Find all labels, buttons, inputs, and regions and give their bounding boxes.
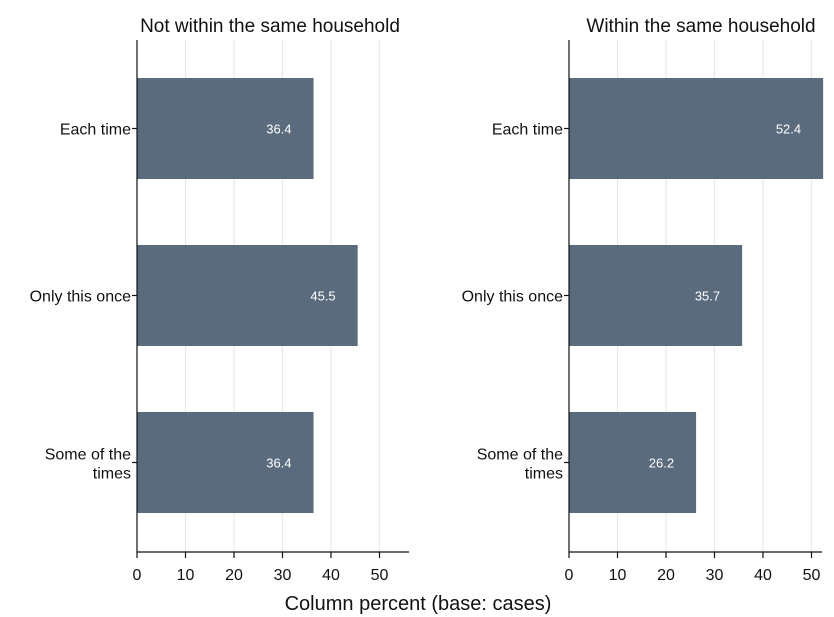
bar-value-label: 35.7: [695, 289, 720, 304]
bar: [569, 78, 824, 179]
bar: [137, 412, 314, 513]
x-tick-label: 10: [609, 567, 627, 584]
bar-value-label: 45.5: [310, 289, 335, 304]
category-label-line: Each time: [60, 122, 131, 139]
x-tick-label: 0: [133, 567, 142, 584]
category-label-line: Some of the: [45, 447, 131, 464]
bar-value-label: 52.4: [776, 122, 801, 137]
category-label: Each time: [60, 122, 131, 139]
category-label: Only this once: [462, 289, 563, 306]
category-label: Some of the times: [45, 447, 131, 483]
bar-value-label: 26.2: [649, 456, 674, 471]
panel-title: Not within the same household: [140, 16, 400, 37]
bar-value-label: 36.4: [266, 456, 291, 471]
panel-title: Within the same household: [586, 16, 815, 37]
bar: [569, 412, 697, 513]
bar-value-label: 36.4: [266, 122, 291, 137]
x-tick-label: 0: [565, 567, 574, 584]
bar: [137, 245, 358, 346]
x-tick-label: 10: [177, 567, 195, 584]
x-tick-label: 40: [754, 567, 772, 584]
category-label: Some of the times: [477, 447, 563, 483]
x-tick-label: 40: [322, 567, 340, 584]
category-label-line: times: [93, 466, 131, 483]
bar: [569, 245, 743, 346]
category-label-line: Each time: [492, 122, 563, 139]
x-tick-label: 50: [803, 567, 821, 584]
x-axis-label: Column percent (base: cases): [285, 593, 552, 615]
x-tick-label: 50: [371, 567, 389, 584]
category-label: Each time: [492, 122, 563, 139]
category-label: Only this once: [30, 289, 131, 306]
x-tick-label: 30: [706, 567, 724, 584]
x-tick-label: 20: [225, 567, 243, 584]
category-label-line: Only this once: [462, 289, 563, 306]
x-tick-label: 30: [274, 567, 292, 584]
category-label-line: Only this once: [30, 289, 131, 306]
bar: [137, 78, 314, 179]
category-label-line: Some of the: [477, 447, 563, 464]
category-label-line: times: [525, 466, 563, 483]
x-tick-label: 20: [657, 567, 675, 584]
